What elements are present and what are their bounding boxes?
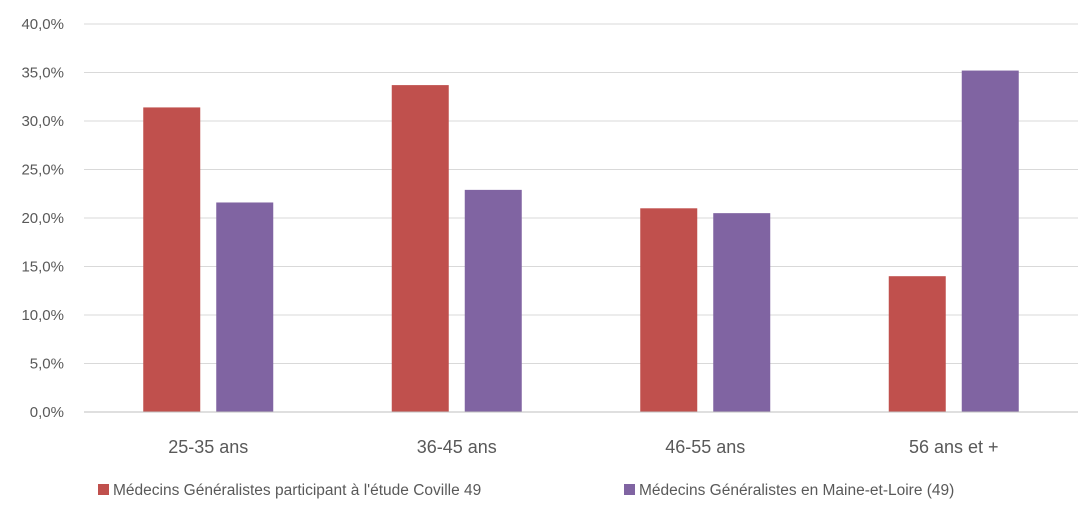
- bar-series-2: [464, 189, 522, 412]
- y-tick-label: 25,0%: [21, 162, 64, 179]
- legend-swatch: [98, 484, 109, 495]
- x-category-label: 25-35 ans: [168, 437, 248, 457]
- legend-swatch: [624, 484, 635, 495]
- y-tick-label: 5,0%: [30, 356, 64, 373]
- x-axis-category-labels: 25-35 ans 36-45 ans 46-55 ans 56 ans et +: [168, 437, 998, 457]
- x-category-label: 36-45 ans: [417, 437, 497, 457]
- bars: [143, 70, 1019, 413]
- legend-label: Médecins Généralistes participant à l'ét…: [113, 482, 481, 499]
- y-tick-label: 20,0%: [21, 210, 64, 227]
- bar-series-1: [143, 107, 201, 413]
- y-tick-label: 15,0%: [21, 259, 64, 276]
- legend-label: Médecins Généralistes en Maine-et-Loire …: [639, 482, 954, 499]
- x-category-label: 46-55 ans: [665, 437, 745, 457]
- y-tick-label: 35,0%: [21, 65, 64, 82]
- y-tick-label: 30,0%: [21, 113, 64, 130]
- y-tick-label: 10,0%: [21, 307, 64, 324]
- bar-series-1: [888, 276, 946, 412]
- bar-series-1: [640, 208, 698, 412]
- bar-series-2: [713, 213, 771, 412]
- bar-series-2: [216, 202, 274, 412]
- bar-series-1: [391, 85, 449, 413]
- x-category-label: 56 ans et +: [909, 437, 999, 457]
- legend: Médecins Généralistes participant à l'ét…: [98, 482, 954, 499]
- y-tick-label: 0,0%: [30, 404, 64, 421]
- y-tick-label: 40,0%: [21, 16, 64, 33]
- y-axis-tick-labels: 0,0% 5,0% 10,0% 15,0% 20,0% 25,0% 30,0% 35,0% 40…: [21, 16, 64, 421]
- bar-series-2: [961, 70, 1019, 412]
